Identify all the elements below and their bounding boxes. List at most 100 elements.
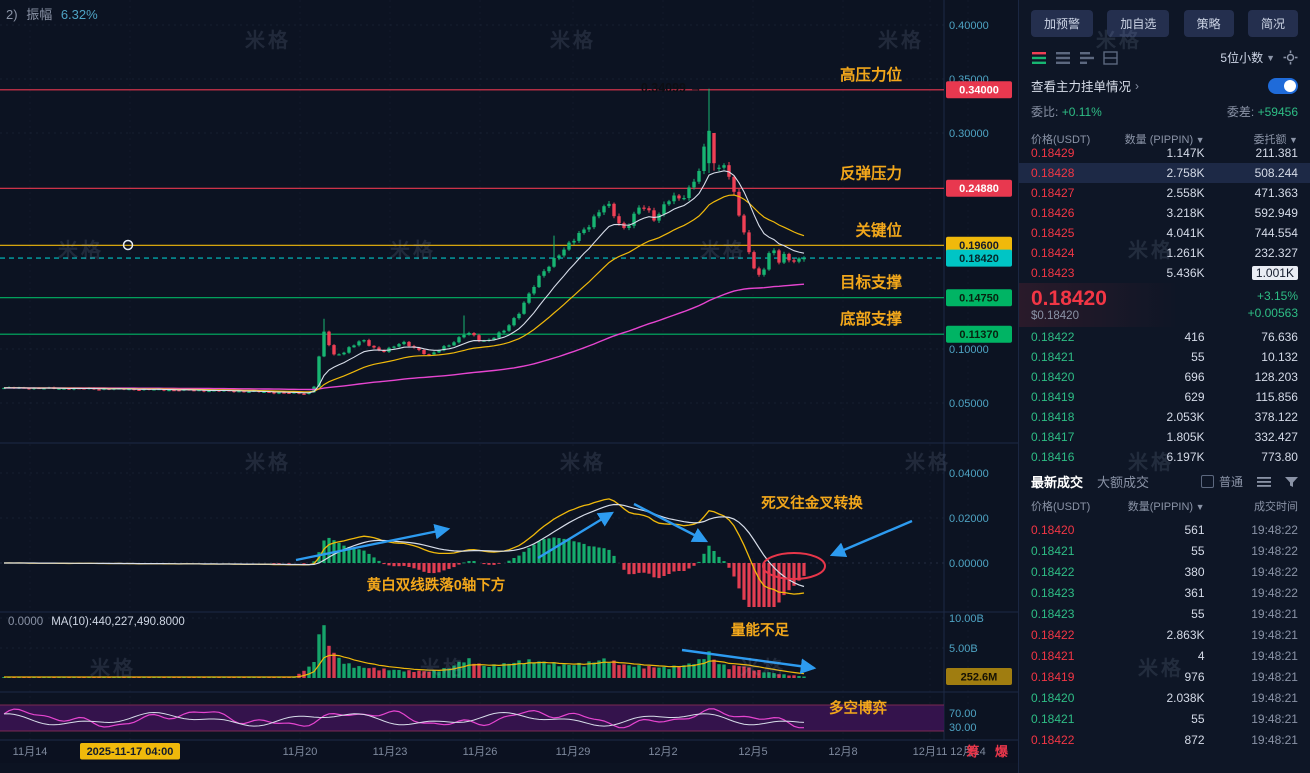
change-absolute: +0.00563 bbox=[1247, 305, 1298, 320]
add-watchlist-button[interactable]: 加自选 bbox=[1107, 10, 1170, 37]
svg-text:0.14750: 0.14750 bbox=[959, 293, 999, 305]
price-axis-label: 0.40000 bbox=[949, 20, 989, 32]
price-tag: 0.11370 bbox=[946, 325, 1012, 343]
tab-latest-trades[interactable]: 最新成交 bbox=[1031, 475, 1084, 490]
weicha-label: 委差: bbox=[1226, 105, 1255, 119]
bid-row[interactable]: 0.18420 696 128.203 bbox=[1031, 370, 1298, 384]
ask-row[interactable]: 0.18427 2.558K 471.363 bbox=[1031, 186, 1298, 200]
orderbook-grid-icon[interactable] bbox=[1103, 50, 1118, 65]
bottom-right-tools: 筹 爆 bbox=[966, 744, 1014, 759]
chart-symbol-stats: 2) 振幅 6.32% bbox=[6, 4, 98, 23]
bid-row[interactable]: 0.18419 629 115.856 bbox=[1031, 390, 1298, 404]
main-orders-link-label: 查看主力挂单情况 bbox=[1031, 80, 1132, 94]
bid-row[interactable]: 0.18421 55 10.132 bbox=[1031, 350, 1298, 364]
trades-tabs: 最新成交 大额成交 普通 bbox=[1019, 463, 1310, 495]
bid-row[interactable]: 0.18418 2.053K 378.122 bbox=[1031, 410, 1298, 424]
price-axis-label: 0.30000 bbox=[949, 128, 989, 140]
main-orders-link[interactable]: 查看主力挂单情况 › bbox=[1019, 72, 1310, 101]
annotation-arrow bbox=[829, 519, 913, 557]
add-alert-button[interactable]: 加预警 bbox=[1031, 10, 1094, 37]
ask-row[interactable]: 0.18429 1.147K 211.381 bbox=[1031, 146, 1298, 160]
orderbook-header: 价格(USDT) 数量 (PIPPIN) ▼ 委托额 ▼ bbox=[1019, 128, 1310, 152]
level-name-label: 底部支撑 bbox=[840, 309, 903, 328]
level-name-label: 高压力位 bbox=[840, 65, 903, 84]
chart-annotation: 黄白双线跌落0轴下方 bbox=[367, 576, 506, 594]
x-axis-label: 11月29 bbox=[556, 746, 591, 758]
ask-row[interactable]: 0.18428 2.758K 508.244 bbox=[1019, 163, 1310, 183]
panel-top-buttons: 加预警 加自选 策略 简况 bbox=[1019, 0, 1310, 43]
normal-checkbox[interactable]: 普通 bbox=[1200, 473, 1243, 490]
amplitude-label: 振幅 bbox=[26, 7, 53, 22]
orderbook-header-amount: 委托额 ▼ bbox=[1253, 134, 1298, 146]
ask-row[interactable]: 0.18426 3.218K 592.949 bbox=[1031, 206, 1298, 220]
peak-price-label: 0.34099 → bbox=[641, 81, 702, 95]
svg-text:0.24880: 0.24880 bbox=[959, 183, 999, 195]
price-tag: 0.34000 bbox=[946, 81, 1012, 99]
macd-axis-label: 0.04000 bbox=[949, 468, 989, 480]
x-axis-label: 11月14 bbox=[13, 746, 48, 758]
annotation-arrow bbox=[633, 502, 709, 543]
orderbook-header-price: 价格(USDT) bbox=[1031, 134, 1091, 146]
chart-annotation: 死叉往金叉转换 bbox=[761, 494, 863, 512]
chart-annotation: 量能不足 bbox=[731, 621, 789, 639]
weibi-value: +0.11% bbox=[1061, 105, 1102, 119]
orderbook-asks-icon[interactable] bbox=[1079, 51, 1095, 65]
last-price: 0.18420 bbox=[1031, 287, 1107, 310]
price-tag: 0.18420 bbox=[946, 249, 1012, 267]
ask-row[interactable]: 0.18425 4.041K 744.554 bbox=[1031, 226, 1298, 240]
annotation-ellipse bbox=[762, 552, 826, 580]
trade-row[interactable]: 0.18421 4 19:48:21 bbox=[1031, 648, 1298, 663]
volume-axis-label: 5.00B bbox=[949, 643, 978, 655]
trade-row[interactable]: 0.18421 55 19:48:21 bbox=[1031, 711, 1298, 726]
list-icon[interactable] bbox=[1257, 476, 1271, 488]
trade-row[interactable]: 0.18419 976 19:48:21 bbox=[1031, 669, 1298, 684]
bid-list: 0.18422 416 76.636 0.18421 55 10.132 0.18420 69… bbox=[1019, 327, 1310, 463]
fiat-price: $0.18420 bbox=[1031, 310, 1079, 322]
svg-text:0.34000: 0.34000 bbox=[959, 85, 999, 97]
x-axis-highlight: 2025-11-17 04:00 bbox=[80, 743, 180, 760]
level-name-label: 关键位 bbox=[855, 220, 902, 239]
trade-row[interactable]: 0.18422 872 19:48:21 bbox=[1031, 732, 1298, 747]
orderbook-list-icon[interactable] bbox=[1055, 51, 1071, 65]
annotation-arrow bbox=[681, 648, 817, 674]
trade-row[interactable]: 0.18420 2.038K 19:48:21 bbox=[1031, 690, 1298, 705]
macd-axis-label: 0.00000 bbox=[949, 558, 989, 570]
trade-row[interactable]: 0.18423 361 19:48:22 bbox=[1031, 585, 1298, 600]
gear-icon[interactable] bbox=[1283, 50, 1298, 65]
overview-button[interactable]: 简况 bbox=[1247, 10, 1298, 37]
ask-row[interactable]: 0.18424 1.261K 232.327 bbox=[1031, 246, 1298, 260]
price-axis-label: 0.05000 bbox=[949, 398, 989, 410]
volume-zero-label: 0.0000 bbox=[8, 616, 43, 628]
ask-row[interactable]: 0.18423 5.436K 1.001K bbox=[1019, 263, 1310, 283]
tab-large-trades[interactable]: 大额成交 bbox=[1097, 475, 1150, 490]
x-axis-label: 12月5 bbox=[738, 746, 767, 758]
trade-row[interactable]: 0.18420 561 19:48:22 bbox=[1031, 522, 1298, 537]
bid-row[interactable]: 0.18416 6.197K 773.80 bbox=[1031, 450, 1298, 463]
ask-list: 0.18429 1.147K 211.381 0.18428 2.758K 508.244… bbox=[1019, 143, 1310, 283]
checkbox-icon bbox=[1200, 475, 1214, 488]
volume-axis-label: 10.00B bbox=[949, 613, 984, 625]
trades-header: 价格(USDT) 数量(PIPPIN) ▼ 成交时间 bbox=[1019, 495, 1310, 519]
chevron-right-icon: › bbox=[1135, 78, 1140, 93]
chart-canvas[interactable]: 2) 振幅 6.32% 死叉往金叉转换 黄白双线跌落0轴下方 量能不足 多空博弈 0.3… bbox=[0, 0, 1018, 773]
svg-text:0.18420: 0.18420 bbox=[959, 253, 999, 265]
trade-row[interactable]: 0.18421 55 19:48:22 bbox=[1031, 543, 1298, 558]
orderbook-header-qty: 数量 (PIPPIN) ▼ bbox=[1124, 134, 1205, 146]
ratio-row: 委比: +0.11% 委差: +59456 bbox=[1019, 101, 1310, 128]
trade-row[interactable]: 0.18422 2.863K 19:48:21 bbox=[1031, 627, 1298, 642]
trade-row[interactable]: 0.18422 380 19:48:22 bbox=[1031, 564, 1298, 579]
filter-icon[interactable] bbox=[1285, 476, 1298, 488]
order-panel: 加预警 加自选 策略 简况 5位小数 ▼ bbox=[1018, 0, 1310, 773]
macd-axis-label: 0.02000 bbox=[949, 513, 989, 525]
bid-row[interactable]: 0.18422 416 76.636 bbox=[1031, 330, 1298, 344]
orderbook-combined-icon[interactable] bbox=[1031, 51, 1047, 65]
price-tag: 252.6M bbox=[946, 668, 1012, 685]
strategy-button[interactable]: 策略 bbox=[1183, 10, 1234, 37]
main-orders-toggle[interactable] bbox=[1268, 77, 1298, 94]
chevron-down-icon: ▼ bbox=[1266, 52, 1275, 63]
bid-row[interactable]: 0.18417 1.805K 332.427 bbox=[1031, 430, 1298, 444]
decimals-dropdown[interactable]: 5位小数 ▼ bbox=[1220, 49, 1275, 66]
last-price-ticker[interactable]: 0.18420 $0.18420 +3.15% +0.00563 bbox=[1019, 283, 1310, 327]
trade-row[interactable]: 0.18423 55 19:48:21 bbox=[1031, 606, 1298, 621]
